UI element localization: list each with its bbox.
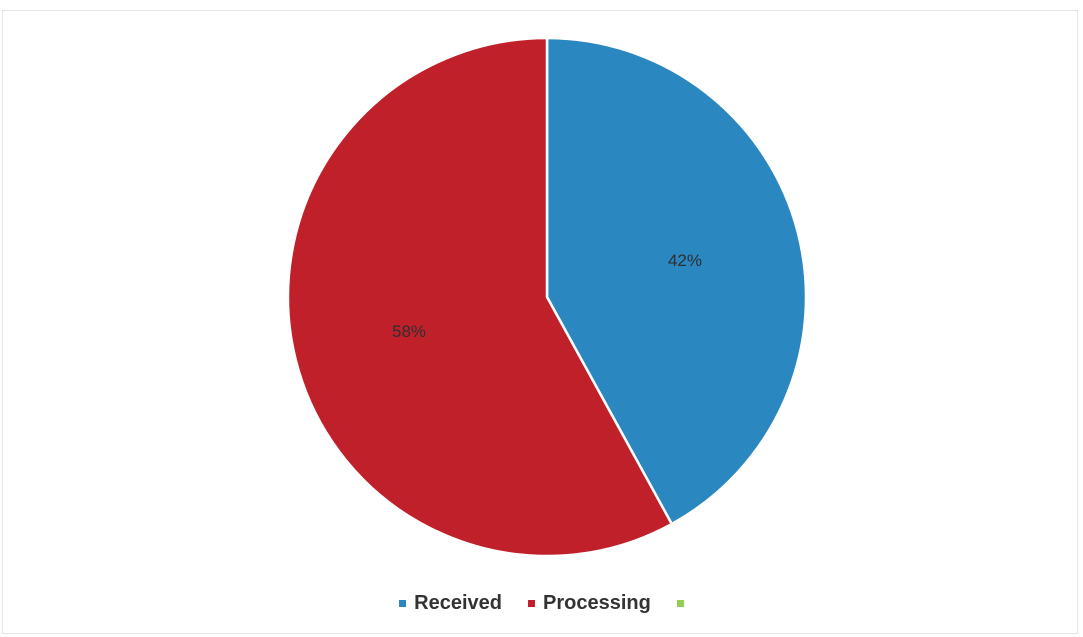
pie-slices: [286, 36, 808, 558]
legend-item-received: Received: [399, 592, 502, 615]
legend-swatch: [676, 600, 684, 607]
data-label-processing: 58%: [392, 322, 426, 341]
pie-slice-processing: [286, 36, 674, 558]
legend-swatch: [528, 600, 535, 607]
legend-swatch: [399, 600, 407, 607]
legend-item-unnamed: [676, 600, 684, 607]
pie-slice-received: [545, 36, 808, 526]
legend-label: Received: [414, 592, 502, 614]
data-label-received: 42%: [668, 251, 702, 270]
legend-label: Processing: [543, 592, 651, 614]
chart-legend: Received Processing: [0, 592, 1083, 615]
legend-item-processing: Processing: [528, 592, 651, 615]
pie-data-labels: 42% 58%: [392, 251, 702, 341]
